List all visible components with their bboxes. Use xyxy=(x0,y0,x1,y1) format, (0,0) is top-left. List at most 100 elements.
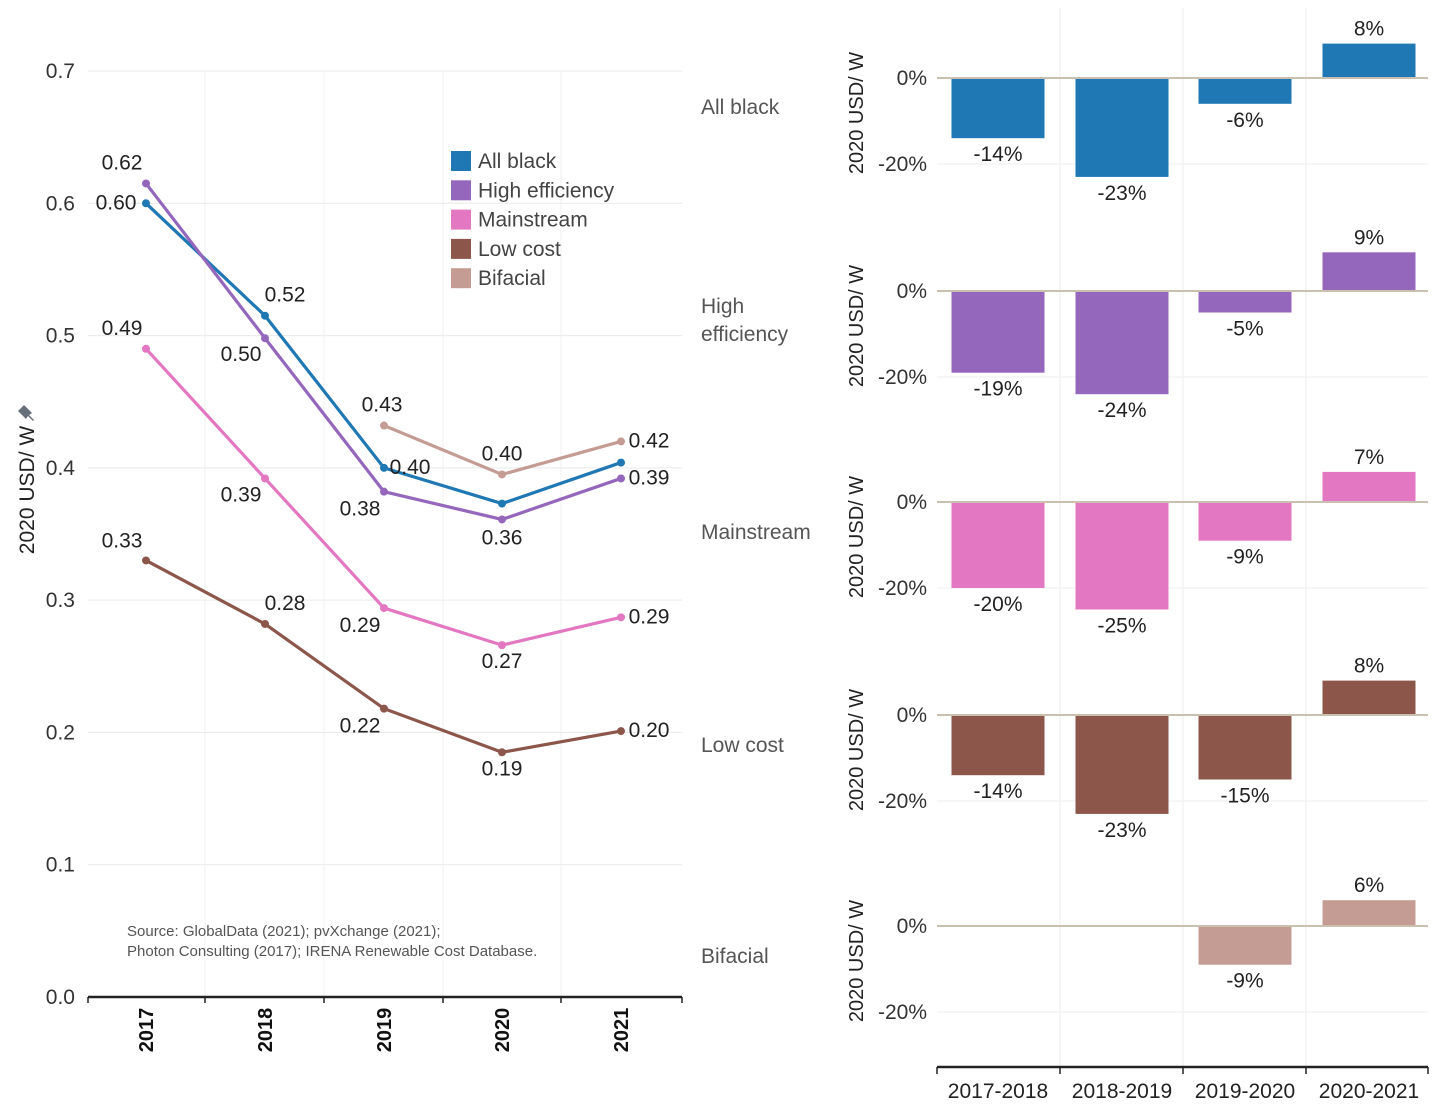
bar-value-label: -14% xyxy=(973,780,1022,803)
panel-tick-label: 0% xyxy=(897,704,927,727)
bar-value-label: -23% xyxy=(1097,819,1146,842)
legend-swatch xyxy=(451,268,471,289)
legend-label: High efficiency xyxy=(478,179,615,202)
y-tick-label: 0.5 xyxy=(46,325,75,348)
legend-label: All black xyxy=(478,150,557,173)
bar xyxy=(951,291,1045,373)
y-tick-label: 0.0 xyxy=(46,986,75,1009)
bar-value-label: 7% xyxy=(1354,446,1384,469)
bar xyxy=(1075,502,1169,610)
data-point xyxy=(380,421,388,430)
data-point xyxy=(261,334,269,343)
legend-item: Bifacial xyxy=(451,267,546,290)
panel-y-axis-label: 2020 USD/ W xyxy=(846,265,868,387)
series-all-black: 0.60 0.52 0.40 xyxy=(96,191,625,508)
bar-value-label: -5% xyxy=(1226,318,1263,341)
bar-value-label: -19% xyxy=(973,378,1022,401)
panel-tick-label: 0% xyxy=(897,67,927,90)
legend-swatch xyxy=(451,238,471,259)
panel-name: Mainstream xyxy=(701,521,811,544)
data-point xyxy=(498,515,506,524)
bar-value-label: -9% xyxy=(1226,546,1263,569)
data-point xyxy=(498,748,506,757)
source-note-line-2: Photon Consulting (2017); IRENA Renewabl… xyxy=(127,943,538,960)
legend-label: Bifacial xyxy=(478,267,546,290)
panel-tick-label: 0% xyxy=(897,491,927,514)
data-point xyxy=(380,463,388,472)
y-tick-label: 0.4 xyxy=(46,457,76,480)
data-label: 0.60 xyxy=(96,191,137,214)
data-label: 0.27 xyxy=(482,650,523,673)
bar-value-label: 6% xyxy=(1354,874,1384,897)
legend-item: High efficiency xyxy=(451,179,615,202)
bar-value-label: -15% xyxy=(1220,785,1269,808)
legend-swatch xyxy=(451,180,471,201)
data-point xyxy=(617,613,625,622)
data-point xyxy=(142,179,150,188)
bar xyxy=(1075,715,1169,814)
panel-name: High xyxy=(701,295,744,318)
panel-tick-label: 0% xyxy=(897,915,927,938)
data-point xyxy=(142,199,150,208)
data-point xyxy=(380,604,388,613)
x-tick-label: 2021 xyxy=(611,1008,633,1053)
data-label: 0.20 xyxy=(629,719,670,742)
panel-name: All black xyxy=(701,96,780,119)
legend-swatch xyxy=(451,151,471,171)
bar xyxy=(951,78,1045,139)
source-note-line-1: Source: GlobalData (2021); pvXchange (20… xyxy=(127,923,441,940)
legend-item: All black xyxy=(451,150,557,173)
bar xyxy=(1322,900,1416,926)
data-point xyxy=(261,474,269,483)
data-label: 0.42 xyxy=(629,429,670,452)
pin-icon xyxy=(18,405,34,421)
data-label: 0.62 xyxy=(102,151,143,174)
bar-value-label: -9% xyxy=(1226,970,1263,993)
legend-item: Low cost xyxy=(451,238,561,261)
data-label: 0.29 xyxy=(340,614,381,637)
source-note: Source: GlobalData (2021); pvXchange (20… xyxy=(127,922,647,962)
series-low-cost: 0.33 0.28 0.22 0.19 0.20 xyxy=(102,529,670,780)
bar-value-label: 8% xyxy=(1354,655,1384,678)
bar xyxy=(1075,78,1169,177)
x-tick-label: 2017 xyxy=(136,1008,158,1053)
data-point xyxy=(498,499,506,508)
y-tick-label: 0.6 xyxy=(46,192,75,215)
panel-bifacial: Bifacial 2020 USD/ W 0% -20% -9% 6% xyxy=(701,874,1428,1024)
panel-all-black: All black 2020 USD/ W 0% -20% -14% -23% -6% 8% xyxy=(701,18,1428,205)
data-point xyxy=(380,704,388,713)
data-point xyxy=(617,458,625,467)
series-line xyxy=(145,559,622,754)
category-label: 2020-2021 xyxy=(1319,1080,1419,1101)
bar xyxy=(1075,291,1169,395)
data-point xyxy=(261,619,269,628)
x-tick-label: 2018 xyxy=(255,1008,277,1053)
bar xyxy=(1322,471,1416,502)
bar-value-label: -6% xyxy=(1226,109,1263,132)
bar xyxy=(951,502,1045,588)
series-high-efficiency: 0.62 0.50 0.38 0.36 0.39 xyxy=(102,151,670,549)
panel-tick-label: -20% xyxy=(878,577,927,600)
data-label: 0.40 xyxy=(390,456,431,479)
data-point xyxy=(142,344,150,353)
data-label: 0.40 xyxy=(482,442,523,465)
panel-y-axis-label: 2020 USD/ W xyxy=(846,900,868,1022)
y-tick-label: 0.1 xyxy=(46,854,75,877)
bar-value-label: -24% xyxy=(1097,399,1146,422)
bar xyxy=(1198,502,1292,541)
data-point xyxy=(617,437,625,446)
data-point xyxy=(617,474,625,483)
data-point xyxy=(380,487,388,496)
pin-icon-shape xyxy=(18,405,34,421)
legend-label: Mainstream xyxy=(478,209,588,232)
data-label: 0.33 xyxy=(102,529,143,552)
bar xyxy=(1322,43,1416,78)
x-tick-label: 2019 xyxy=(374,1008,396,1053)
data-point xyxy=(498,641,506,650)
bar-value-label: 8% xyxy=(1354,18,1384,41)
bar-value-label: -23% xyxy=(1097,182,1146,205)
panel-name: Bifacial xyxy=(701,945,769,968)
data-label: 0.28 xyxy=(265,592,306,615)
